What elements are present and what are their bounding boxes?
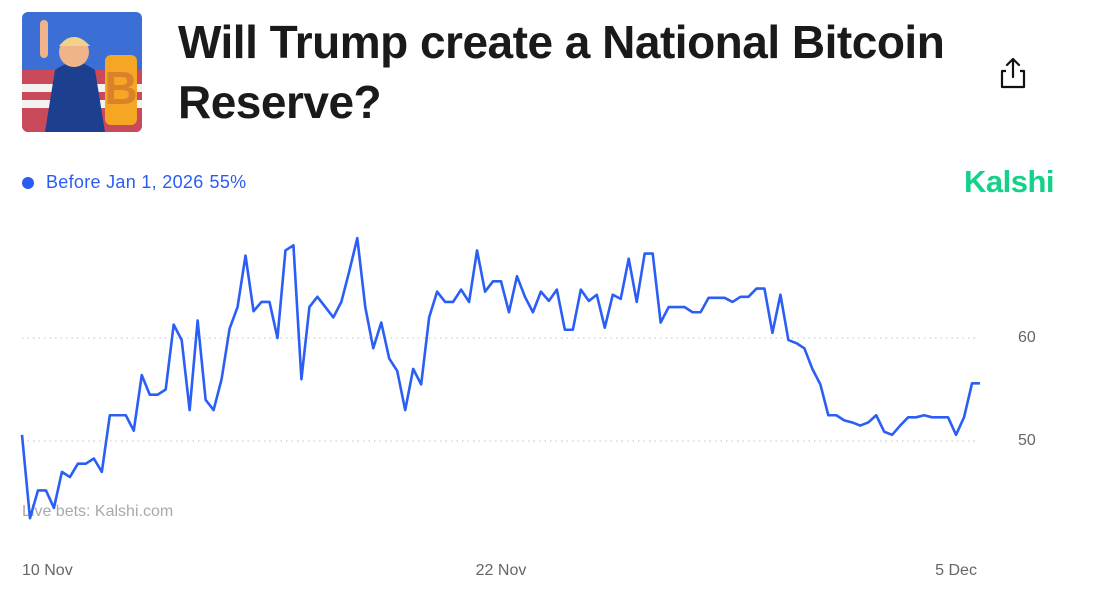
y-tick-label: 60 xyxy=(1018,329,1036,346)
y-tick-label: 50 xyxy=(1018,432,1036,449)
brand-logo[interactable]: Kalshi xyxy=(963,164,1055,199)
legend-marker xyxy=(22,176,34,189)
watermark: Live bets: Kalshi.com xyxy=(22,503,173,520)
x-tick-label: 10 Nov xyxy=(22,562,73,579)
x-tick-label: 5 Dec xyxy=(935,562,977,579)
legend-label: Before Jan 1, 2026 xyxy=(46,172,204,192)
market-thumbnail: B xyxy=(22,12,142,132)
current-value: 55% xyxy=(209,172,247,192)
svg-text:B: B xyxy=(104,62,137,114)
chart-title: Will Trump create a National Bitcoin Res… xyxy=(178,16,945,128)
legend: Before Jan 1, 2026 55% xyxy=(22,172,246,193)
share-button[interactable] xyxy=(998,56,1028,92)
x-tick-label: 22 Nov xyxy=(476,562,527,579)
series-line xyxy=(20,236,980,520)
